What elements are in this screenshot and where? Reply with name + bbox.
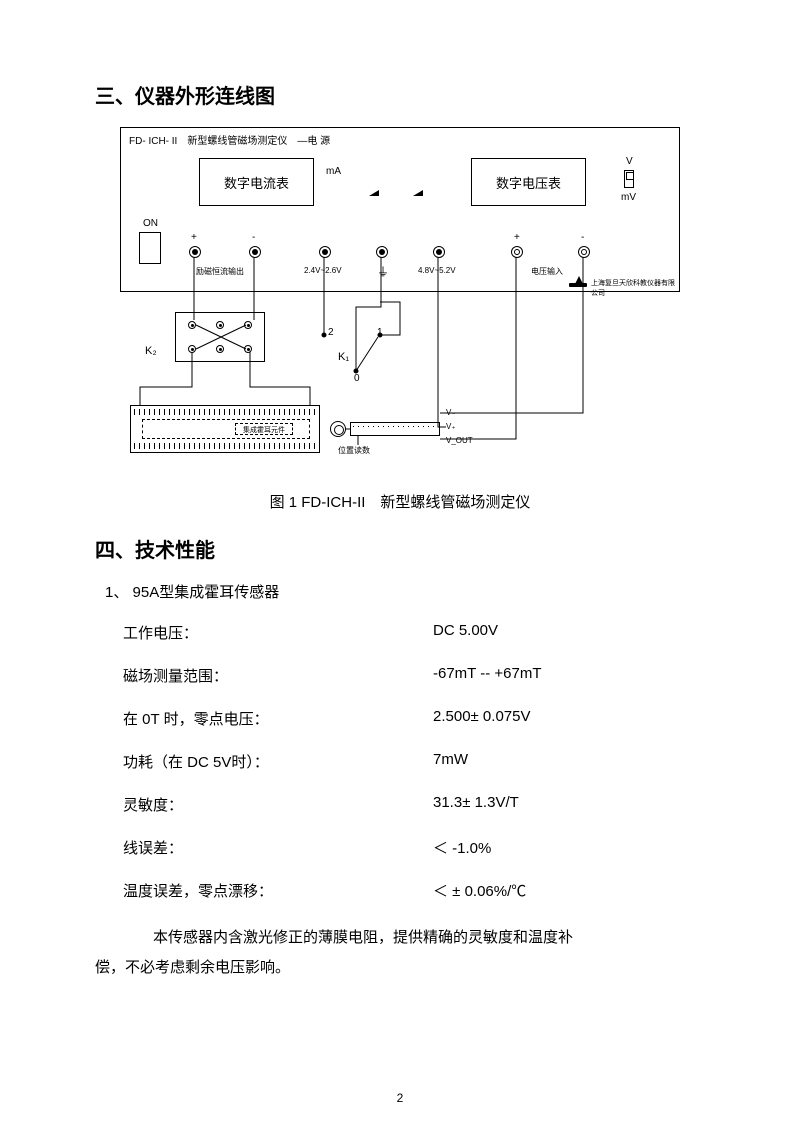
diagram-container: FD- ICH- II 新型螺线管磁场测定仪 —电 源 数字电流表 mA 数字电… [120, 127, 680, 477]
manufacturer-logo-icon [569, 276, 587, 288]
spec-label: 线误差： [123, 837, 433, 858]
k2-dot-4 [188, 345, 196, 353]
switch-pos-0: 0 [354, 373, 360, 384]
figure-1-caption: 图 1 FD-ICH-II 新型螺线管磁场测定仪 [95, 491, 705, 512]
spec-note-line1: 本传感器内含激光修正的薄膜电阻，提供精确的灵敏度和温度补 [123, 923, 705, 953]
mv-unit-label: mV [621, 192, 636, 203]
v-plus-label: V₊ [446, 422, 456, 431]
power-switch-icon [139, 232, 161, 264]
k2-dot-1 [188, 321, 196, 329]
pos-readout-label: 位置读数 [338, 445, 370, 456]
spec-value: 7mW [433, 751, 705, 772]
k2-dot-2 [216, 321, 224, 329]
spec-row: 功耗（在 DC 5V时）： 7mW [123, 751, 705, 772]
exc-plus-terminal [189, 246, 201, 258]
spec-value: DC 5.00V [433, 622, 705, 643]
hall-chip-box: 集成霍耳元件 [235, 423, 293, 435]
knob-2-icon [413, 190, 423, 196]
coil-ticks-top [134, 409, 316, 415]
vin-plus-terminal [511, 246, 523, 258]
spec-label: 磁场测量范围： [123, 665, 433, 686]
spec-label: 工作电压： [123, 622, 433, 643]
v-neg-label: V₋ [446, 408, 456, 417]
ma-label: mA [326, 166, 341, 177]
spec-label: 温度误差，零点漂移： [123, 880, 433, 901]
k2-dot-5 [216, 345, 224, 353]
range-4v8-label: 4.8V~5.2V [418, 266, 456, 275]
v-out-label: V_OUT [446, 436, 473, 445]
knob-1-icon [369, 190, 379, 196]
k2-label: K₂ [145, 345, 157, 357]
spec-value: -67mT -- +67mT [433, 665, 705, 686]
section-3-heading: 三、仪器外形连线图 [95, 80, 705, 109]
switch-pos-2: 2 [328, 327, 334, 338]
position-ruler [350, 422, 440, 436]
instrument-diagram: FD- ICH- II 新型螺线管磁场测定仪 —电 源 数字电流表 mA 数字电… [120, 127, 680, 477]
spec-label: 功耗（在 DC 5V时）： [123, 751, 433, 772]
spec-value: ＜ -1.0% [433, 837, 705, 858]
k2-switch-box [175, 312, 265, 362]
voltmeter-display: 数字电压表 [471, 158, 586, 206]
vin-minus-terminal [578, 246, 590, 258]
exc-minus-terminal [249, 246, 261, 258]
vin-minus-label: - [581, 232, 584, 243]
terminal-4v8 [433, 246, 445, 258]
vin-plus-label: + [514, 232, 520, 243]
v-unit-label: V [626, 156, 633, 167]
connector-circle-icon [330, 421, 346, 437]
spec-label: 灵敏度： [123, 794, 433, 815]
spec-subheading: 1、 95A型集成霍耳传感器 [105, 581, 705, 602]
unit-toggle-icon [624, 170, 634, 188]
ground-icon: ⏚ [377, 263, 389, 280]
spec-row: 灵敏度： 31.3± 1.3V/T [123, 794, 705, 815]
page-number: 2 [0, 1091, 800, 1105]
manufacturer-label: 上海复旦天欣科教仪器有限公司 [591, 278, 679, 298]
spec-row: 温度误差，零点漂移： ＜ ± 0.06%/℃ [123, 880, 705, 901]
on-label: ON [143, 218, 158, 229]
terminal-ground [376, 246, 388, 258]
range-2v4-label: 2.4V~2.6V [304, 266, 342, 275]
terminal-2v4 [319, 246, 331, 258]
spec-row: 磁场测量范围： -67mT -- +67mT [123, 665, 705, 686]
k2-dot-6 [244, 345, 252, 353]
k1-label: K₁ [338, 351, 349, 363]
exc-plus-label: + [191, 232, 197, 243]
exc-minus-label: - [252, 232, 255, 243]
vin-label: 电压输入 [531, 266, 563, 277]
panel-title: FD- ICH- II 新型螺线管磁场测定仪 —电 源 [129, 132, 330, 147]
ammeter-display: 数字电流表 [199, 158, 314, 206]
exc-out-label: 励磁恒流输出 [196, 266, 244, 277]
spec-row: 在 0T 时，零点电压： 2.500± 0.075V [123, 708, 705, 729]
spec-note-line2: 偿，不必考虑剩余电压影响。 [95, 953, 705, 983]
spec-label: 在 0T 时，零点电压： [123, 708, 433, 729]
spec-value: ＜ ± 0.06%/℃ [433, 880, 705, 901]
switch-pos-1: 1 [377, 327, 383, 338]
k2-dot-3 [244, 321, 252, 329]
spec-value: 31.3± 1.3V/T [433, 794, 705, 815]
section-4-heading: 四、技术性能 [95, 534, 705, 563]
spec-row: 线误差： ＜ -1.0% [123, 837, 705, 858]
coil-ticks-bot [134, 443, 316, 449]
spec-value: 2.500± 0.075V [433, 708, 705, 729]
instrument-panel: FD- ICH- II 新型螺线管磁场测定仪 —电 源 数字电流表 mA 数字电… [120, 127, 680, 292]
spec-row: 工作电压： DC 5.00V [123, 622, 705, 643]
